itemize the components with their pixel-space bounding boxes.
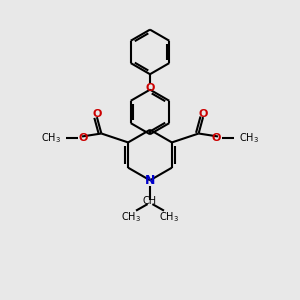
Text: CH$_3$: CH$_3$ <box>121 211 141 224</box>
Text: N: N <box>145 174 155 187</box>
Text: CH$_3$: CH$_3$ <box>41 131 61 145</box>
Text: CH$_3$: CH$_3$ <box>239 131 259 145</box>
Text: O: O <box>92 109 102 119</box>
Text: O: O <box>79 133 88 143</box>
Text: O: O <box>198 109 208 119</box>
Text: O: O <box>145 82 155 93</box>
Text: CH: CH <box>143 196 157 206</box>
Text: CH$_3$: CH$_3$ <box>159 211 179 224</box>
Text: O: O <box>212 133 221 143</box>
